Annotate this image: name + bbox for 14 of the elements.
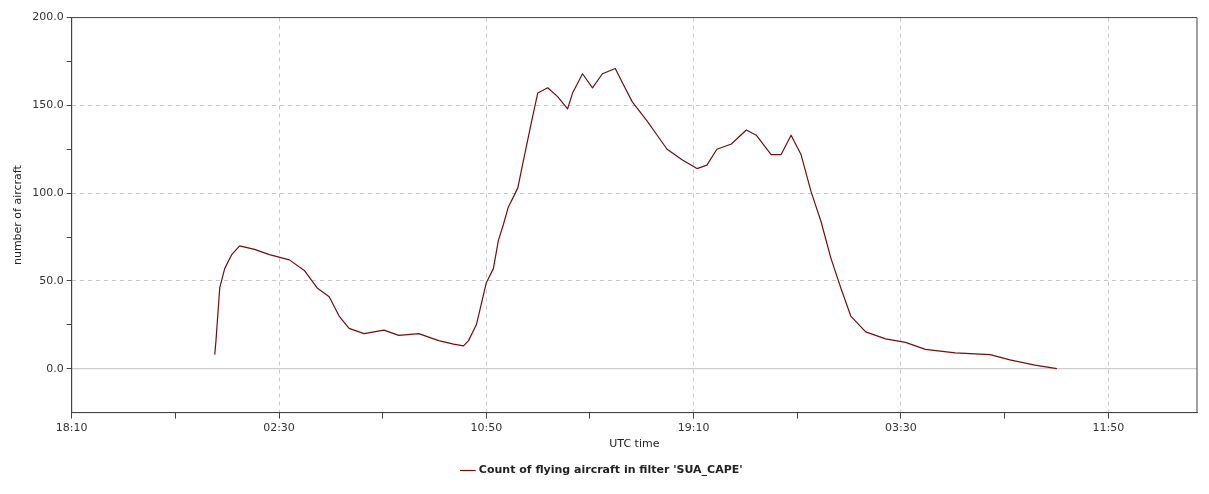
- x-tick-label: 19:10: [677, 421, 710, 435]
- y-tick-label: 100.0: [32, 186, 64, 200]
- y-axis-title: number of aircraft: [11, 164, 25, 266]
- x-tick-label: 11:50: [1092, 421, 1125, 435]
- y-tick-label: 150.0: [32, 98, 64, 112]
- legend-label: Count of flying aircraft in filter 'SUA_CAPE': [478, 463, 743, 477]
- y-tick-label: 200.0: [32, 10, 64, 24]
- x-tick-label: 10:50: [470, 421, 503, 435]
- x-tick-label: 02:30: [263, 421, 295, 435]
- x-axis-title: UTC time: [609, 437, 660, 451]
- y-tick-label: 50.0: [39, 273, 64, 287]
- x-tick-label: 18:10: [55, 421, 88, 435]
- x-tick-label: 03:30: [885, 421, 917, 435]
- y-tick-label: 0.0: [46, 361, 64, 375]
